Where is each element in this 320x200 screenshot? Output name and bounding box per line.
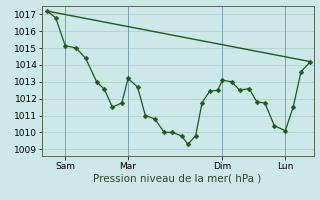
X-axis label: Pression niveau de la mer( hPa ): Pression niveau de la mer( hPa )	[93, 173, 262, 183]
